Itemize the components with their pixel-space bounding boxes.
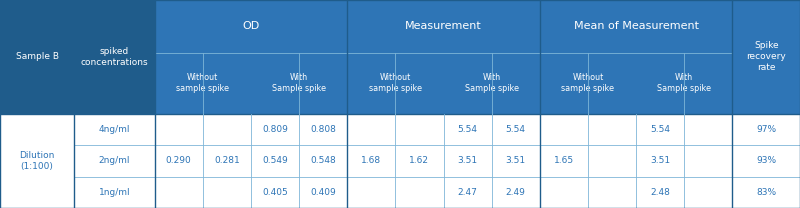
Bar xyxy=(684,177,733,208)
Bar xyxy=(540,114,588,145)
Bar xyxy=(636,53,733,114)
Text: 0.548: 0.548 xyxy=(310,156,336,165)
Bar xyxy=(0,114,74,208)
Text: Spike
recovery
rate: Spike recovery rate xyxy=(746,41,786,72)
Bar xyxy=(74,145,154,177)
Text: 2.49: 2.49 xyxy=(506,188,526,197)
Text: 1ng/ml: 1ng/ml xyxy=(98,188,130,197)
Bar xyxy=(74,177,154,208)
Text: With
Sample spike: With Sample spike xyxy=(465,73,518,93)
Text: 5.54: 5.54 xyxy=(506,125,526,134)
Text: Without
sample spike: Without sample spike xyxy=(176,73,230,93)
Bar xyxy=(588,145,636,177)
Bar xyxy=(202,114,251,145)
Bar xyxy=(540,177,588,208)
Text: 0.809: 0.809 xyxy=(262,125,288,134)
Bar xyxy=(154,114,202,145)
Text: Dilution
(1:100): Dilution (1:100) xyxy=(19,151,55,171)
Bar xyxy=(347,114,395,145)
Bar xyxy=(0,0,74,114)
Bar xyxy=(733,0,800,114)
Bar xyxy=(74,0,154,114)
Bar xyxy=(733,114,800,145)
Bar xyxy=(251,145,299,177)
Text: spiked
concentrations: spiked concentrations xyxy=(81,47,148,67)
Bar xyxy=(733,145,800,177)
Text: 4ng/ml: 4ng/ml xyxy=(98,125,130,134)
Bar xyxy=(251,114,299,145)
Bar xyxy=(154,0,347,53)
Bar xyxy=(492,177,540,208)
Bar xyxy=(540,53,636,114)
Text: 0.549: 0.549 xyxy=(262,156,288,165)
Text: Measurement: Measurement xyxy=(405,21,482,31)
Bar xyxy=(299,145,347,177)
Bar xyxy=(154,53,251,114)
Text: 3.51: 3.51 xyxy=(506,156,526,165)
Bar xyxy=(733,177,800,208)
Text: 2.48: 2.48 xyxy=(650,188,670,197)
Text: With
Sample spike: With Sample spike xyxy=(272,73,326,93)
Text: 1.62: 1.62 xyxy=(410,156,430,165)
Text: 97%: 97% xyxy=(756,125,776,134)
Bar xyxy=(684,114,733,145)
Bar xyxy=(443,145,492,177)
Bar xyxy=(395,177,443,208)
Text: Sample B: Sample B xyxy=(16,52,58,61)
Text: 0.409: 0.409 xyxy=(310,188,336,197)
Bar xyxy=(540,0,733,53)
Bar xyxy=(588,177,636,208)
Bar xyxy=(74,114,154,145)
Text: With
Sample spike: With Sample spike xyxy=(658,73,711,93)
Text: OD: OD xyxy=(242,21,259,31)
Text: Without
sample spike: Without sample spike xyxy=(369,73,422,93)
Bar xyxy=(636,177,684,208)
Bar xyxy=(443,53,540,114)
Bar xyxy=(251,177,299,208)
Text: 0.405: 0.405 xyxy=(262,188,288,197)
Bar xyxy=(636,145,684,177)
Bar xyxy=(395,114,443,145)
Text: 83%: 83% xyxy=(756,188,776,197)
Bar xyxy=(299,114,347,145)
Text: Without
sample spike: Without sample spike xyxy=(562,73,614,93)
Text: 93%: 93% xyxy=(756,156,776,165)
Text: 0.808: 0.808 xyxy=(310,125,336,134)
Bar xyxy=(347,177,395,208)
Bar xyxy=(202,177,251,208)
Bar xyxy=(251,53,347,114)
Bar xyxy=(684,145,733,177)
Text: 3.51: 3.51 xyxy=(458,156,478,165)
Bar xyxy=(395,145,443,177)
Text: 0.281: 0.281 xyxy=(214,156,240,165)
Bar xyxy=(299,177,347,208)
Bar xyxy=(443,114,492,145)
Text: Mean of Measurement: Mean of Measurement xyxy=(574,21,698,31)
Text: 2.47: 2.47 xyxy=(458,188,478,197)
Bar xyxy=(588,114,636,145)
Text: 5.54: 5.54 xyxy=(458,125,478,134)
Bar xyxy=(492,145,540,177)
Text: 3.51: 3.51 xyxy=(650,156,670,165)
Bar xyxy=(0,0,800,114)
Bar xyxy=(540,145,588,177)
Text: 0.290: 0.290 xyxy=(166,156,191,165)
Bar xyxy=(636,114,684,145)
Bar xyxy=(347,0,540,53)
Bar xyxy=(202,145,251,177)
Text: 1.68: 1.68 xyxy=(362,156,382,165)
Bar xyxy=(443,177,492,208)
Bar xyxy=(347,53,443,114)
Text: 2ng/ml: 2ng/ml xyxy=(98,156,130,165)
Bar xyxy=(154,177,202,208)
Bar xyxy=(492,114,540,145)
Bar xyxy=(154,145,202,177)
Text: 5.54: 5.54 xyxy=(650,125,670,134)
Bar xyxy=(347,145,395,177)
Text: 1.65: 1.65 xyxy=(554,156,574,165)
